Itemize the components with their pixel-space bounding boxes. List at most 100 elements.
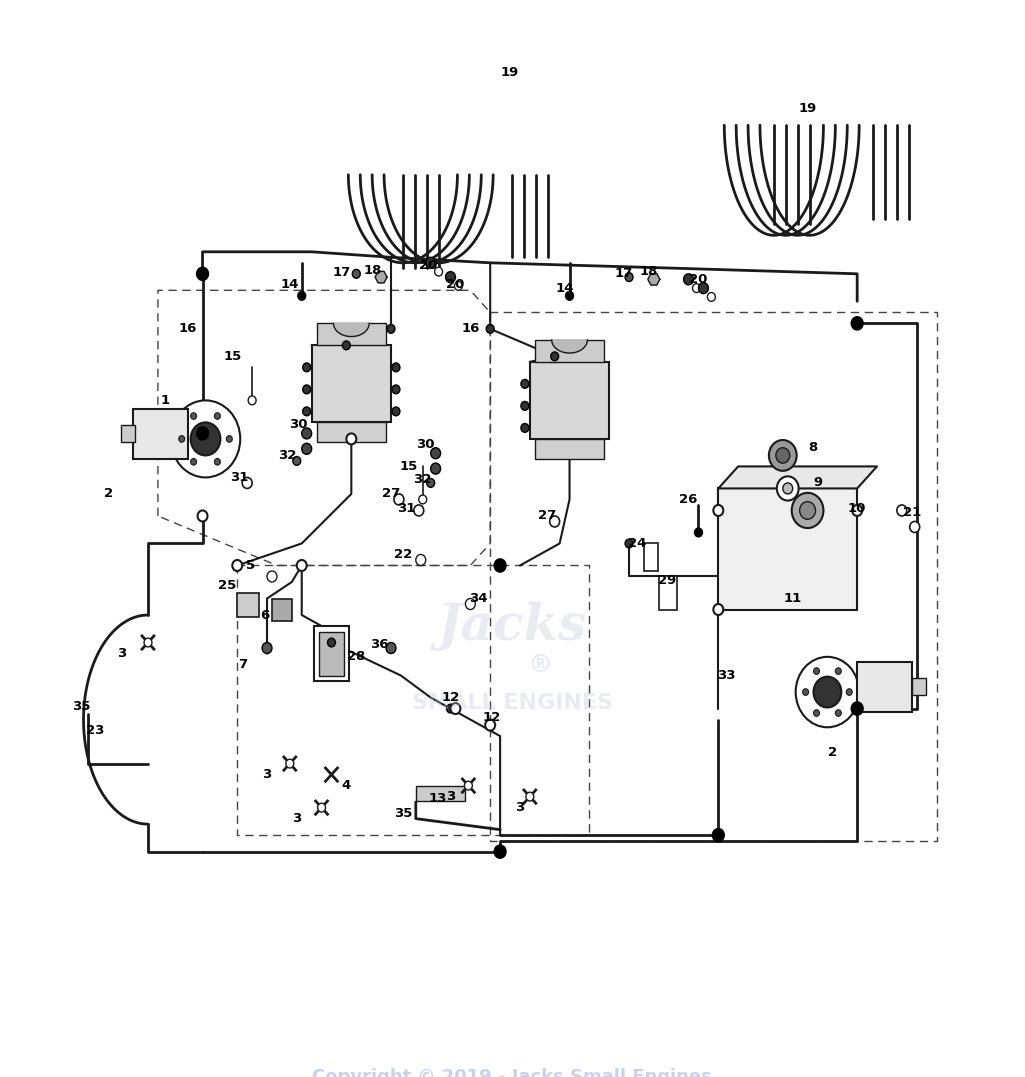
Text: 28: 28 — [347, 651, 366, 663]
Circle shape — [302, 384, 311, 394]
Text: 19: 19 — [501, 66, 519, 79]
Text: 31: 31 — [397, 502, 415, 515]
Circle shape — [451, 703, 460, 714]
Text: 3: 3 — [292, 812, 301, 825]
Text: 23: 23 — [86, 724, 105, 737]
Circle shape — [795, 657, 859, 727]
Text: 18: 18 — [364, 264, 382, 277]
Text: 14: 14 — [556, 281, 574, 295]
Circle shape — [494, 845, 506, 858]
Circle shape — [465, 599, 476, 610]
Circle shape — [145, 639, 152, 647]
Circle shape — [394, 494, 404, 505]
Bar — [272, 599, 292, 620]
Text: 27: 27 — [537, 509, 556, 522]
Text: 3: 3 — [446, 791, 455, 803]
Circle shape — [297, 560, 306, 571]
Bar — [237, 593, 259, 617]
Bar — [314, 626, 350, 681]
Circle shape — [814, 668, 819, 674]
Text: Jacks: Jacks — [438, 602, 586, 651]
Circle shape — [776, 448, 789, 463]
Circle shape — [262, 643, 272, 654]
Circle shape — [814, 710, 819, 716]
Text: 3: 3 — [262, 768, 272, 781]
Bar — [312, 346, 391, 422]
Circle shape — [302, 407, 311, 416]
Polygon shape — [375, 271, 387, 283]
Circle shape — [521, 379, 529, 389]
Circle shape — [713, 604, 724, 615]
Text: 19: 19 — [798, 102, 817, 115]
Circle shape — [791, 493, 823, 528]
Circle shape — [293, 457, 300, 465]
Circle shape — [297, 292, 305, 300]
Text: 35: 35 — [394, 807, 412, 820]
Text: 33: 33 — [718, 669, 736, 682]
Polygon shape — [333, 323, 369, 336]
Circle shape — [353, 269, 360, 278]
Text: 26: 26 — [680, 493, 698, 506]
Text: Copyright © 2019 - Jacks Small Engines: Copyright © 2019 - Jacks Small Engines — [313, 1068, 712, 1077]
Text: 9: 9 — [813, 476, 822, 489]
Circle shape — [328, 639, 335, 647]
Circle shape — [486, 324, 494, 333]
Polygon shape — [719, 466, 877, 489]
Circle shape — [485, 719, 495, 730]
Circle shape — [526, 793, 534, 801]
Text: 10: 10 — [848, 502, 866, 515]
Circle shape — [777, 476, 798, 501]
Circle shape — [625, 272, 633, 281]
Circle shape — [286, 759, 294, 768]
Circle shape — [521, 402, 529, 410]
Text: 6: 6 — [260, 609, 270, 621]
Text: 12: 12 — [483, 711, 501, 724]
Bar — [530, 362, 609, 439]
Circle shape — [835, 710, 842, 716]
Bar — [535, 439, 605, 459]
Text: 3: 3 — [516, 801, 525, 814]
Circle shape — [549, 516, 560, 527]
Circle shape — [713, 505, 724, 516]
Circle shape — [851, 702, 863, 715]
Polygon shape — [551, 340, 587, 353]
Circle shape — [171, 401, 240, 477]
Bar — [659, 576, 677, 610]
Circle shape — [198, 510, 207, 521]
Circle shape — [454, 281, 462, 291]
Text: 17: 17 — [615, 267, 633, 280]
Text: 16: 16 — [461, 322, 480, 335]
Circle shape — [435, 267, 443, 276]
Circle shape — [566, 292, 574, 300]
Circle shape — [446, 271, 455, 282]
Text: 32: 32 — [413, 473, 432, 486]
Circle shape — [910, 521, 919, 532]
Text: 30: 30 — [416, 438, 435, 451]
Circle shape — [191, 422, 220, 456]
Circle shape — [214, 459, 220, 465]
Circle shape — [242, 477, 252, 489]
Bar — [644, 544, 658, 571]
Circle shape — [712, 828, 725, 842]
Circle shape — [550, 352, 559, 361]
Text: 13: 13 — [428, 793, 447, 806]
Circle shape — [178, 435, 184, 443]
Circle shape — [266, 571, 277, 582]
Circle shape — [214, 412, 220, 419]
Circle shape — [197, 426, 208, 440]
Text: 35: 35 — [73, 700, 91, 713]
Bar — [911, 677, 926, 696]
Circle shape — [464, 781, 473, 791]
Text: 4: 4 — [341, 779, 351, 792]
Bar — [121, 424, 135, 443]
Text: 24: 24 — [627, 537, 646, 550]
Circle shape — [302, 363, 311, 372]
Polygon shape — [648, 274, 660, 285]
Circle shape — [521, 423, 529, 432]
Circle shape — [835, 668, 842, 674]
Bar — [719, 489, 857, 610]
Circle shape — [769, 440, 796, 471]
Bar — [317, 323, 386, 346]
Circle shape — [387, 324, 395, 333]
Circle shape — [695, 528, 702, 536]
